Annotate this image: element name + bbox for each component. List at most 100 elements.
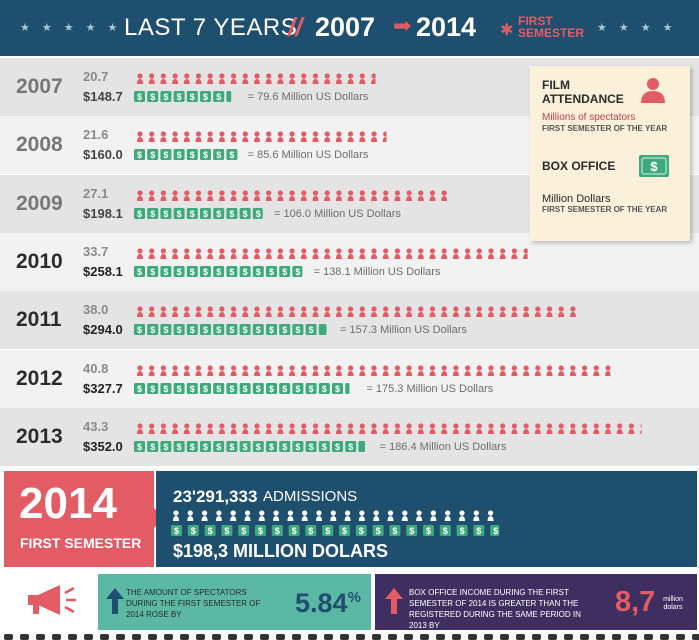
year-label: 2013 xyxy=(16,424,63,448)
money-mark: $ xyxy=(318,382,330,394)
person-mark xyxy=(452,248,459,259)
usd-conversion: = 85.6 Million US Dollars xyxy=(247,149,369,162)
money-mark: $ xyxy=(134,440,145,452)
person-mark xyxy=(359,364,366,376)
money-mark: $ xyxy=(226,265,238,277)
up-arrow-icon xyxy=(106,588,124,614)
money-mark: $ xyxy=(252,207,263,219)
person-mark xyxy=(230,510,237,521)
money-mark: $ xyxy=(266,440,277,452)
person-mark xyxy=(287,510,294,521)
person-mark xyxy=(401,510,408,521)
spectators-increase-box: THE AMOUNT OF SPECTATORS DURING THE FIRS… xyxy=(98,574,371,630)
ticket-mark xyxy=(580,634,589,640)
ticket-mark xyxy=(388,634,397,640)
person-mark xyxy=(359,73,366,84)
person-mark xyxy=(201,510,208,521)
svg-text:$: $ xyxy=(282,442,287,452)
attendance-label: 40.8 xyxy=(83,360,109,376)
svg-text:$: $ xyxy=(137,384,142,394)
svg-text:$: $ xyxy=(203,267,208,277)
box-office-bar: $ $ $ $ $ $ $ $ $ $ $ $ $ $ xyxy=(134,324,327,336)
person-mark xyxy=(628,423,635,434)
person-mark xyxy=(300,423,307,434)
svg-text:$: $ xyxy=(241,526,246,536)
person-mark xyxy=(230,73,237,84)
person-mark xyxy=(148,423,155,434)
ticket-mark xyxy=(564,634,573,640)
svg-text:$: $ xyxy=(256,384,261,394)
ticket-mark xyxy=(20,634,29,640)
box-office-bar: $ $ $ $ $ $ $ $ $ $ $ $ $ xyxy=(134,265,303,277)
person-mark xyxy=(394,364,401,376)
ticket-mark xyxy=(68,634,77,640)
year-label: 2007 xyxy=(16,75,63,98)
person-mark xyxy=(300,248,307,259)
person-mark xyxy=(487,510,494,521)
person-mark xyxy=(312,364,319,376)
svg-text:$: $ xyxy=(295,325,300,335)
svg-text:$: $ xyxy=(216,442,221,452)
person-mark xyxy=(558,364,565,376)
ticket-mark xyxy=(436,634,445,640)
person-mark xyxy=(569,306,576,318)
money-mark: $ xyxy=(239,440,251,452)
svg-text:$: $ xyxy=(476,526,481,536)
person-mark xyxy=(195,131,202,143)
person-mark xyxy=(464,306,471,318)
money-mark: $ xyxy=(173,149,185,161)
svg-text:$: $ xyxy=(295,384,300,394)
person-mark xyxy=(476,364,483,376)
person-mark xyxy=(172,306,179,318)
svg-text:$: $ xyxy=(163,267,168,277)
person-mark xyxy=(137,364,143,376)
person-mark xyxy=(324,248,331,259)
money-mark: $ xyxy=(305,382,317,394)
person-mark xyxy=(335,131,342,143)
person-mark xyxy=(499,423,506,434)
usd-conversion: = 157.3 Million US Dollars xyxy=(340,324,467,337)
box-office-2014: $198,3 MILLION DOLARS xyxy=(173,541,389,561)
person-mark xyxy=(312,131,319,143)
person-mark xyxy=(242,423,249,434)
svg-text:$: $ xyxy=(150,150,155,160)
spectators-value-unit: % xyxy=(347,589,361,606)
svg-text:$: $ xyxy=(256,325,261,335)
svg-text:$: $ xyxy=(258,526,263,536)
ticket-mark xyxy=(532,634,541,640)
person-mark xyxy=(523,364,530,376)
person-mark xyxy=(324,131,331,143)
svg-text:$: $ xyxy=(190,267,195,277)
ticket-mark xyxy=(628,634,637,640)
person-mark xyxy=(511,306,518,318)
legend-box-office: BOX OFFICE xyxy=(542,159,616,173)
person-mark xyxy=(441,189,448,201)
person-mark xyxy=(394,248,401,259)
person-mark xyxy=(218,306,225,318)
box-office-bar: $ $ $ $ $ $ $ $ xyxy=(134,149,238,161)
person-mark xyxy=(429,423,436,434)
money-mark: $ xyxy=(171,525,182,536)
person-mark xyxy=(254,306,260,318)
person-mark xyxy=(417,189,424,201)
ticket-mark xyxy=(452,634,461,640)
person-mark xyxy=(499,364,506,376)
svg-text:$: $ xyxy=(190,209,195,219)
ticket-mark xyxy=(516,634,525,640)
money-mark: $ xyxy=(173,207,185,219)
person-mark xyxy=(453,190,459,201)
person-mark xyxy=(382,248,389,259)
money-mark: $ xyxy=(160,382,172,394)
person-mark xyxy=(183,364,190,376)
box-office-label: $160.0 xyxy=(83,147,123,163)
svg-text:$: $ xyxy=(190,92,195,102)
legend-box-unit: Million Dollars xyxy=(542,193,611,205)
box-office-label: $198.1 xyxy=(83,205,123,221)
money-mark: $ xyxy=(255,525,266,536)
person-mark xyxy=(195,306,202,318)
person-mark xyxy=(324,423,331,434)
svg-text:$: $ xyxy=(190,442,195,452)
person-mark xyxy=(195,73,202,84)
ticket-mark xyxy=(244,634,253,640)
spectators-value: 5.84% xyxy=(295,588,361,619)
